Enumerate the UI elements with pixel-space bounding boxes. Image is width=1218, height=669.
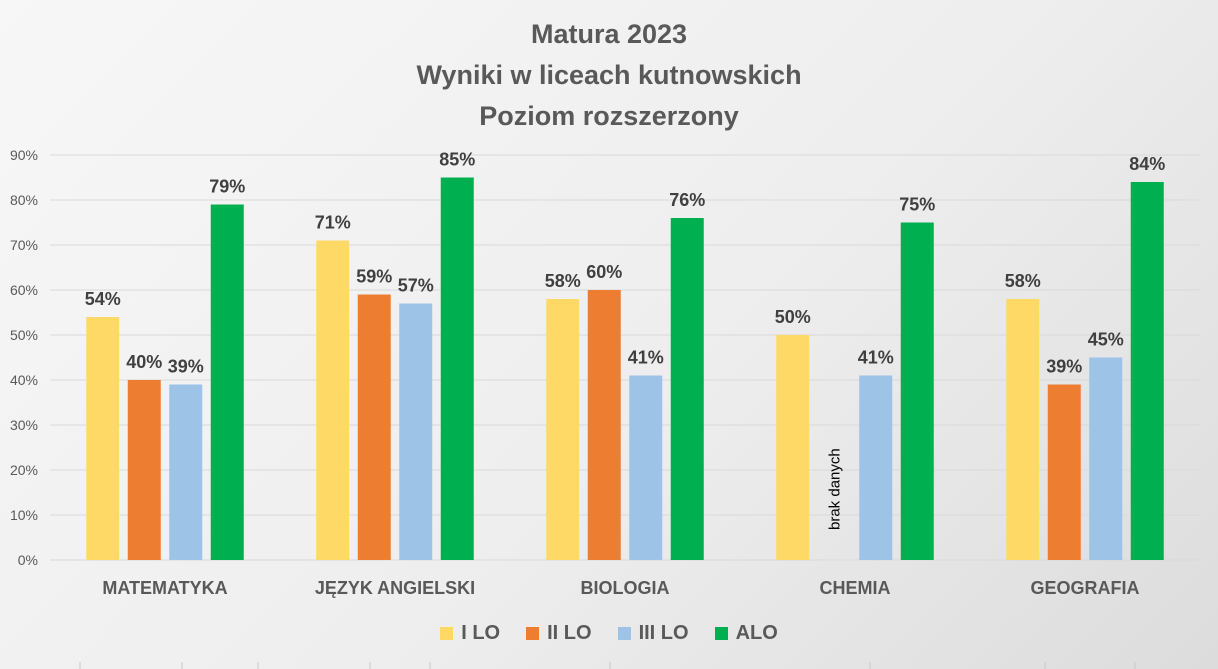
data-label: 40% (126, 352, 162, 372)
chart-subtitle-line-1: Wyniki w liceach kutnowskich (416, 60, 802, 90)
chart-title-block: Matura 2023 Wyniki w liceach kutnowskich… (0, 14, 1218, 137)
bar-iii-lo (399, 303, 433, 560)
bar-iii-lo (1089, 357, 1123, 560)
annotation-brak-danych: brak danych (826, 448, 843, 530)
bar-alo (440, 177, 474, 560)
data-label: 45% (1088, 330, 1124, 350)
data-label: 39% (168, 357, 204, 377)
category-label: JĘZYK ANGIELSKI (315, 578, 475, 598)
bar-iii-lo (169, 384, 203, 560)
data-labels: 54%40% 39%79%71%59% 57%85%58% 60%41%76%50%4… (85, 150, 1166, 377)
bar-ii-lo (1047, 384, 1081, 560)
legend: I LO II LO III LO ALO (0, 622, 1218, 645)
bar-i-lo (776, 335, 810, 560)
data-label: 39% (1046, 357, 1082, 377)
bar-ii-lo (127, 380, 161, 560)
x-axis-category-labels: MATEMATYKA JĘZYK ANGIELSKI BIOLOGIA CHEMIA G… (102, 578, 1139, 598)
data-label: 41% (628, 348, 664, 368)
y-tick-label: 70% (10, 237, 38, 253)
bar-alo (210, 204, 244, 560)
bar-ii-lo (357, 294, 391, 560)
bar-i-lo (86, 317, 120, 560)
legend-swatch (526, 627, 540, 640)
y-tick-label: 80% (10, 192, 38, 208)
legend-item: I LO (440, 622, 500, 645)
data-label: 85% (439, 150, 475, 170)
category-label: MATEMATYKA (102, 578, 227, 598)
legend-swatch (714, 627, 728, 640)
data-label: 57% (398, 276, 434, 296)
data-label: 54% (85, 289, 121, 309)
legend-label: III LO (638, 622, 689, 644)
y-tick-label: 40% (10, 372, 38, 388)
bar-alo (900, 222, 934, 560)
data-label: 75% (899, 195, 935, 215)
data-label: 79% (209, 177, 245, 197)
category-label: GEOGRAFIA (1030, 578, 1139, 598)
data-label: 59% (356, 267, 392, 287)
data-label: 71% (315, 213, 351, 233)
y-tick-label: 10% (10, 507, 38, 523)
legend-label: ALO (735, 622, 778, 644)
data-label: 58% (545, 271, 581, 291)
annotations: brak danych (826, 448, 843, 530)
legend-item: ALO (714, 622, 778, 645)
y-tick-label: 20% (10, 462, 38, 478)
legend-item: II LO (526, 622, 592, 645)
category-label: CHEMIA (820, 578, 891, 598)
bottom-axis-ticks (79, 662, 1136, 669)
legend-item: III LO (617, 622, 689, 645)
bars (86, 177, 1164, 560)
data-label: 50% (775, 307, 811, 327)
data-label: 41% (858, 348, 894, 368)
bar-i-lo (1006, 299, 1040, 560)
data-label: 76% (669, 190, 705, 210)
legend-swatch (617, 627, 631, 640)
y-axis-tick-labels: 0% 10% 20% 30% 40% 50% 60% 70% 80% 90% (10, 147, 38, 568)
bar-ii-lo (587, 290, 621, 560)
data-label: 84% (1129, 154, 1165, 174)
chart-title: Matura 2023 (530, 19, 688, 49)
category-label: BIOLOGIA (581, 578, 670, 598)
bar-alo (1130, 182, 1164, 560)
bar-alo (670, 218, 704, 560)
chart-subtitle-line-2: Poziom rozszerzony (479, 101, 739, 131)
y-tick-label: 0% (18, 552, 38, 568)
y-tick-label: 60% (10, 282, 38, 298)
y-tick-label: 30% (10, 417, 38, 433)
y-tick-label: 50% (10, 327, 38, 343)
bar-i-lo (316, 240, 350, 560)
bar-iii-lo (629, 375, 663, 560)
legend-label: II LO (547, 622, 592, 644)
legend-label: I LO (461, 622, 501, 644)
bar-i-lo (546, 299, 580, 560)
data-label: 58% (1005, 271, 1041, 291)
data-label: 60% (586, 262, 622, 282)
legend-swatch (440, 627, 454, 640)
bar-iii-lo (859, 375, 893, 560)
y-tick-label: 90% (10, 147, 38, 163)
